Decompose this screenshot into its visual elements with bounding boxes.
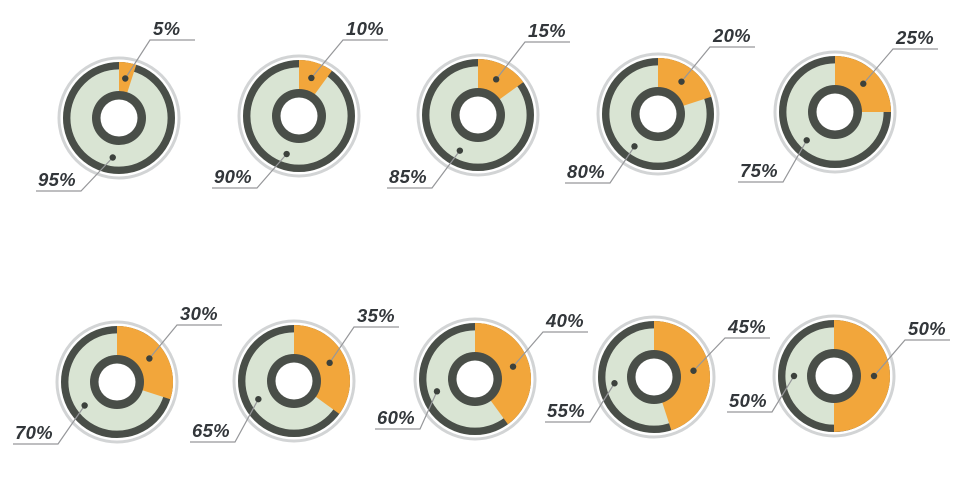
donut-chart-45pct: 45% 55% (545, 315, 770, 439)
orange-percent-label: 35% (357, 305, 395, 326)
donut-chart-30pct: 30% 70% (13, 303, 222, 445)
green-dot-marker (433, 388, 441, 395)
donut-chart-25pct: 25% 75% (738, 27, 938, 183)
orange-dot-marker (122, 75, 129, 82)
orange-callout-line (862, 48, 938, 85)
orange-slice (834, 320, 890, 432)
orange-callout-line (681, 46, 755, 83)
green-dot-marker (255, 395, 262, 403)
green-dot-marker (109, 154, 116, 161)
donut-hole (459, 96, 497, 134)
green-callout-line (190, 398, 259, 443)
orange-slice (294, 325, 351, 414)
donut-hole (280, 97, 318, 135)
green-callout-line (375, 391, 438, 430)
donut-hole (639, 95, 677, 133)
orange-percent-label: 25% (895, 27, 934, 48)
green-callout-line (738, 139, 808, 183)
orange-dot-marker (326, 359, 333, 367)
donut-hole (816, 93, 854, 131)
orange-callout-line (329, 326, 399, 364)
orange-percent-label: 40% (545, 310, 584, 331)
donut-chart-5pct: 5% 95% (36, 18, 195, 192)
donut-hole (100, 99, 138, 137)
orange-dot-marker (690, 367, 697, 374)
green-percent-label: 75% (740, 160, 778, 181)
green-callout-line (545, 382, 615, 423)
donut-chart-40pct: 40% 60% (375, 310, 588, 441)
green-callout-line (727, 375, 795, 413)
green-dot-marker (611, 380, 618, 387)
orange-percent-label: 50% (908, 318, 946, 339)
donut-hole (98, 363, 136, 401)
orange-callout-line (512, 331, 588, 368)
donut-chart-15pct: 15% 85% (387, 20, 570, 189)
green-percent-label: 50% (729, 390, 767, 411)
green-dot-marker (81, 402, 88, 409)
donut-chart-10pct: 10% 90% (212, 18, 388, 189)
orange-percent-label: 30% (180, 303, 218, 324)
orange-dot-marker (860, 80, 867, 87)
orange-callout-line (148, 324, 222, 359)
green-callout-line (212, 153, 288, 189)
orange-callout-line (495, 41, 570, 80)
donut-hole (456, 360, 494, 398)
orange-callout-line (693, 337, 770, 372)
green-percent-label: 70% (15, 422, 53, 443)
orange-percent-label: 5% (153, 18, 180, 39)
orange-dot-marker (146, 355, 153, 362)
orange-callout-line (310, 39, 388, 79)
green-dot-marker (790, 372, 798, 380)
donut-hole (815, 357, 853, 395)
green-percent-label: 90% (214, 166, 252, 187)
donut-chart-50pct: 50% 50% (727, 314, 950, 438)
orange-dot-marker (492, 76, 500, 83)
green-dot-marker (631, 143, 638, 150)
orange-dot-marker (870, 372, 878, 380)
orange-dot-marker (509, 363, 517, 370)
donut-hole (275, 362, 313, 400)
orange-percent-label: 15% (528, 20, 566, 41)
green-dot-marker (803, 137, 810, 144)
donut-hole (635, 358, 673, 396)
orange-callout-line (873, 339, 950, 377)
orange-slice (475, 323, 532, 425)
donut-chart-20pct: 20% 80% (565, 25, 755, 184)
green-percent-label: 95% (38, 169, 76, 190)
green-callout-line (565, 146, 635, 184)
green-percent-label: 85% (389, 166, 427, 187)
green-callout-line (36, 157, 114, 192)
donut-chart-35pct: 35% 65% (190, 305, 399, 443)
green-percent-label: 65% (192, 420, 230, 441)
green-percent-label: 55% (547, 400, 585, 421)
orange-percent-label: 45% (727, 316, 766, 337)
orange-dot-marker (308, 74, 315, 82)
orange-slice (654, 321, 710, 431)
orange-percent-label: 10% (346, 18, 384, 39)
green-percent-label: 80% (567, 161, 605, 182)
orange-dot-marker (678, 78, 685, 85)
orange-callout-line (124, 39, 195, 79)
green-dot-marker (283, 150, 290, 158)
green-callout-line (13, 405, 86, 445)
green-dot-marker (456, 147, 464, 154)
orange-percent-label: 20% (712, 25, 751, 46)
green-percent-label: 60% (377, 407, 415, 428)
green-callout-line (387, 150, 461, 189)
